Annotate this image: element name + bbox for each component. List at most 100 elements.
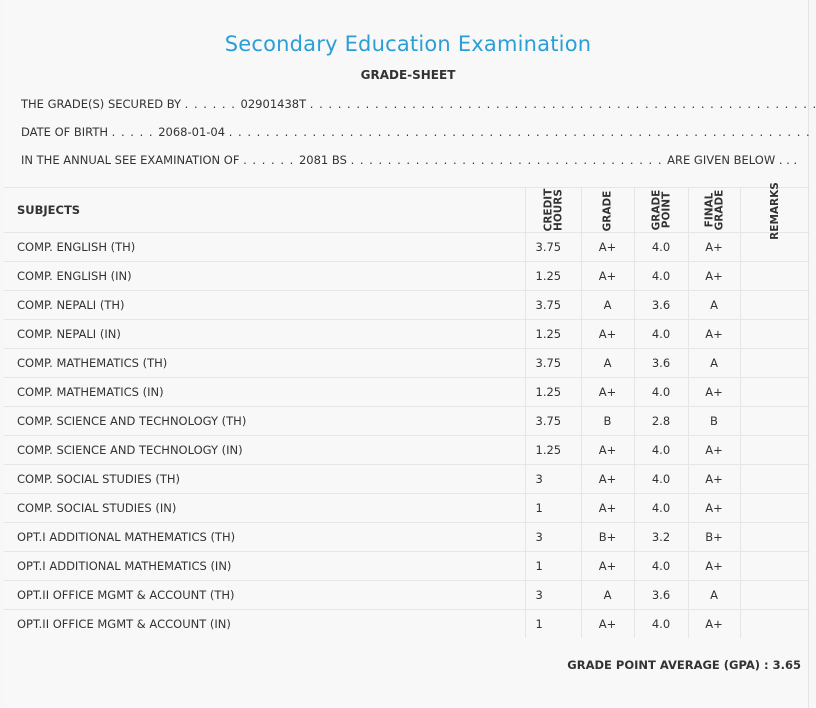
dob-label: DATE OF BIRTH xyxy=(21,125,109,139)
final-grade-cell: A+ xyxy=(687,435,740,465)
credit-hours-cell: 3.75 xyxy=(524,348,581,378)
grade-cell: A+ xyxy=(580,377,634,407)
grade-cell: A+ xyxy=(580,261,634,291)
grade-point-cell: 4.0 xyxy=(633,464,688,494)
grade-point-cell: 4.0 xyxy=(633,609,688,638)
subject-cell: COMP. ENGLISH (TH) xyxy=(4,232,525,262)
table-row: OPT.II OFFICE MGMT & ACCOUNT (TH) 3 A 3.6 A xyxy=(4,580,810,610)
exam-line: IN THE ANNUAL SEE EXAMINATION OF . . . .… xyxy=(21,153,798,167)
credit-hours-cell: 3 xyxy=(524,580,581,610)
final-grade-cell: A+ xyxy=(687,261,740,291)
given-below-text: ARE GIVEN BELOW . . . xyxy=(667,153,798,167)
subject-cell: COMP. ENGLISH (IN) xyxy=(4,261,525,291)
grade-point-header: GRADE POINT xyxy=(633,187,688,233)
credit-hours-cell: 1 xyxy=(524,551,581,581)
subject-cell: OPT.II OFFICE MGMT & ACCOUNT (IN) xyxy=(4,609,525,638)
gpa-label: GRADE POINT AVERAGE (GPA) : xyxy=(567,658,769,672)
grade-cell: A xyxy=(580,580,634,610)
grade-point-cell: 2.8 xyxy=(633,406,688,436)
grade-point-cell: 3.6 xyxy=(633,290,688,320)
subject-cell: OPT.II OFFICE MGMT & ACCOUNT (TH) xyxy=(4,580,525,610)
exam-year: 2081 BS xyxy=(298,153,347,167)
credit-hours-cell: 1.25 xyxy=(524,377,581,407)
final-grade-cell: A+ xyxy=(687,464,740,494)
grade-point-cell: 4.0 xyxy=(633,232,688,262)
symbol-number: 02901438T xyxy=(240,97,307,111)
page-title: Secondary Education Examination xyxy=(224,32,592,56)
subject-cell: COMP. SOCIAL STUDIES (TH) xyxy=(4,464,525,494)
dob-line: DATE OF BIRTH . . . . . 2068-01-04 . . .… xyxy=(21,125,811,139)
remarks-cell xyxy=(739,435,810,465)
table-row: COMP. SOCIAL STUDIES (IN) 1 A+ 4.0 A+ xyxy=(4,493,810,523)
final-grade-cell: A+ xyxy=(687,319,740,349)
grade-point-cell: 4.0 xyxy=(633,493,688,523)
table-row: OPT.II OFFICE MGMT & ACCOUNT (IN) 1 A+ 4.0 A… xyxy=(4,609,810,638)
grade-point-cell: 3.2 xyxy=(633,522,688,552)
grade-cell: A+ xyxy=(580,609,634,638)
grade-point-cell: 4.0 xyxy=(633,319,688,349)
grade-point-cell: 3.6 xyxy=(633,580,688,610)
table-row: COMP. ENGLISH (TH) 3.75 A+ 4.0 A+ xyxy=(4,232,810,262)
secured-by-label: THE GRADE(S) SECURED BY xyxy=(21,97,182,111)
remarks-cell xyxy=(739,551,810,581)
credit-hours-cell: 3 xyxy=(524,464,581,494)
table-row: COMP. MATHEMATICS (TH) 3.75 A 3.6 A xyxy=(4,348,810,378)
final-grade-cell: A xyxy=(687,580,740,610)
grade-cell: A+ xyxy=(580,319,634,349)
table-row: COMP. ENGLISH (IN) 1.25 A+ 4.0 A+ xyxy=(4,261,810,291)
remarks-cell xyxy=(739,522,810,552)
remarks-cell xyxy=(739,232,810,262)
final-grade-cell: A+ xyxy=(687,609,740,638)
grade-cell: B xyxy=(580,406,634,436)
final-grade-cell: B+ xyxy=(687,522,740,552)
final-grade-cell: A+ xyxy=(687,377,740,407)
credit-hours-cell: 1 xyxy=(524,609,581,638)
grade-point-cell: 4.0 xyxy=(633,261,688,291)
final-grade-cell: A xyxy=(687,290,740,320)
subject-cell: COMP. SCIENCE AND TECHNOLOGY (IN) xyxy=(4,435,525,465)
credit-hours-cell: 3 xyxy=(524,522,581,552)
page-subtitle: GRADE-SHEET xyxy=(360,68,456,82)
table-row: OPT.I ADDITIONAL MATHEMATICS (IN) 1 A+ 4.0 A… xyxy=(4,551,810,581)
subject-cell: OPT.I ADDITIONAL MATHEMATICS (IN) xyxy=(4,551,525,581)
grade-point-cell: 4.0 xyxy=(633,435,688,465)
grade-header: GRADE xyxy=(580,187,634,233)
remarks-cell xyxy=(739,580,810,610)
table-row: OPT.I ADDITIONAL MATHEMATICS (TH) 3 B+ 3.2 B… xyxy=(4,522,810,552)
credit-hours-header: CREDIT HOURS xyxy=(524,187,581,233)
remarks-cell xyxy=(739,261,810,291)
table-row: COMP. SCIENCE AND TECHNOLOGY (TH) 3.75 B 2.… xyxy=(4,406,810,436)
final-grade-cell: A xyxy=(687,348,740,378)
subject-cell: COMP. SCIENCE AND TECHNOLOGY (TH) xyxy=(4,406,525,436)
table-row: COMP. MATHEMATICS (IN) 1.25 A+ 4.0 A+ xyxy=(4,377,810,407)
credit-hours-cell: 1.25 xyxy=(524,319,581,349)
table-header-row: SUBJECTS CREDIT HOURS GRADE GRADE POINT FI… xyxy=(4,182,810,240)
grade-point-cell: 4.0 xyxy=(633,551,688,581)
credit-hours-cell: 3.75 xyxy=(524,290,581,320)
gpa-summary: GRADE POINT AVERAGE (GPA) : 3.65 xyxy=(567,658,801,672)
subject-cell: OPT.I ADDITIONAL MATHEMATICS (TH) xyxy=(4,522,525,552)
remarks-cell xyxy=(739,493,810,523)
grade-cell: A+ xyxy=(580,493,634,523)
remarks-cell xyxy=(739,377,810,407)
remarks-cell xyxy=(739,464,810,494)
dob-value: 2068-01-04 xyxy=(158,125,226,139)
table-row: COMP. NEPALI (TH) 3.75 A 3.6 A xyxy=(4,290,810,320)
grade-cell: A+ xyxy=(580,435,634,465)
credit-hours-cell: 1 xyxy=(524,493,581,523)
exam-label: IN THE ANNUAL SEE EXAMINATION OF xyxy=(21,153,240,167)
credit-hours-cell: 1.25 xyxy=(524,435,581,465)
credit-hours-cell: 3.75 xyxy=(524,232,581,262)
credit-hours-cell: 1.25 xyxy=(524,261,581,291)
remarks-cell xyxy=(739,290,810,320)
subject-cell: COMP. SOCIAL STUDIES (IN) xyxy=(4,493,525,523)
remarks-cell xyxy=(739,319,810,349)
table-row: COMP. SCIENCE AND TECHNOLOGY (IN) 1.25 A+ 4… xyxy=(4,435,810,465)
remarks-header: REMARKS xyxy=(739,182,810,240)
final-grade-cell: A+ xyxy=(687,232,740,262)
grade-cell: A+ xyxy=(580,232,634,262)
grade-point-cell: 3.6 xyxy=(633,348,688,378)
table-row: COMP. SOCIAL STUDIES (TH) 3 A+ 4.0 A+ xyxy=(4,464,810,494)
gpa-value: 3.65 xyxy=(772,658,801,672)
final-grade-header: FINAL GRADE xyxy=(687,187,740,233)
